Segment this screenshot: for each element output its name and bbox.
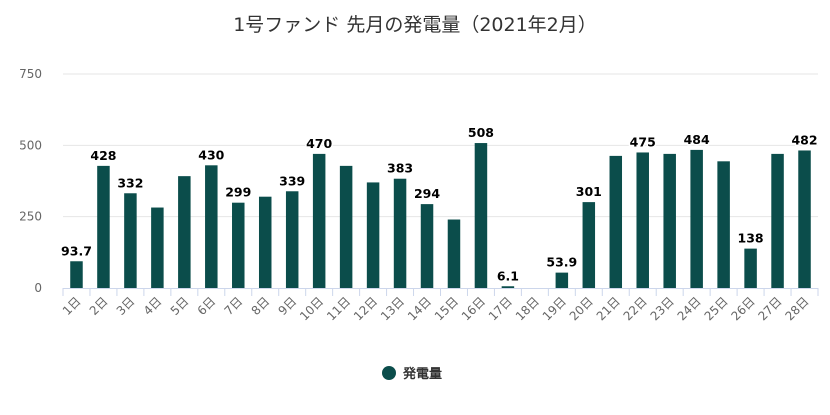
bar[interactable] xyxy=(663,153,676,288)
data-label: 6.1 xyxy=(497,268,519,283)
bar[interactable] xyxy=(420,204,434,288)
x-tick-label: 15日 xyxy=(432,294,461,323)
x-tick-label: 18日 xyxy=(513,294,542,323)
bar[interactable] xyxy=(447,219,461,288)
bars xyxy=(70,143,811,288)
data-label: 294 xyxy=(414,186,440,201)
x-tick-label: 9日 xyxy=(276,294,300,318)
bar[interactable] xyxy=(771,153,784,288)
x-tick-label: 11日 xyxy=(324,294,353,323)
data-label: 53.9 xyxy=(546,255,577,270)
x-tick-label: 25日 xyxy=(702,294,731,323)
bar[interactable] xyxy=(609,155,623,288)
bar[interactable] xyxy=(285,191,299,288)
x-tick-label: 22日 xyxy=(621,294,650,323)
data-label: 332 xyxy=(117,175,143,190)
data-label: 383 xyxy=(387,161,413,176)
data-label: 138 xyxy=(738,231,764,246)
bar[interactable] xyxy=(474,143,488,288)
y-tick-label: 250 xyxy=(19,210,42,224)
x-tick-label: 27日 xyxy=(755,294,784,323)
legend-label[interactable]: 発電量 xyxy=(402,366,442,382)
bar[interactable] xyxy=(690,149,703,288)
x-tick-label: 20日 xyxy=(567,294,596,323)
x-tick-label: 8日 xyxy=(249,294,273,318)
chart-title: 1号ファンド 先月の発電量（2021年2月） xyxy=(233,14,597,36)
bar[interactable] xyxy=(555,272,569,288)
x-tick-label: 2日 xyxy=(87,294,111,318)
bar[interactable] xyxy=(798,150,811,288)
data-label: 484 xyxy=(684,132,710,147)
y-tick-label: 0 xyxy=(34,281,42,295)
bar[interactable] xyxy=(339,165,353,288)
data-label: 470 xyxy=(306,136,332,151)
data-label: 428 xyxy=(90,148,116,163)
data-label: 339 xyxy=(279,173,305,188)
x-tick-label: 24日 xyxy=(675,294,704,323)
x-tick-label: 13日 xyxy=(378,294,407,323)
data-label: 482 xyxy=(791,132,817,147)
bar[interactable] xyxy=(151,207,164,288)
bar[interactable] xyxy=(258,196,272,288)
bar[interactable] xyxy=(744,248,757,288)
x-tick-label: 28日 xyxy=(782,294,811,323)
data-label: 475 xyxy=(630,134,656,149)
x-tick-label: 26日 xyxy=(729,294,758,323)
x-tick-label: 5日 xyxy=(168,294,192,318)
bar[interactable] xyxy=(501,286,515,288)
x-tick-label: 21日 xyxy=(594,294,623,323)
bar[interactable] xyxy=(205,165,218,288)
data-label: 430 xyxy=(198,147,224,162)
data-label: 508 xyxy=(468,125,494,140)
bar[interactable] xyxy=(393,178,407,288)
x-tick-label: 4日 xyxy=(141,294,165,318)
x-tick-label: 1日 xyxy=(60,294,84,318)
y-tick-label: 750 xyxy=(19,67,42,81)
legend-marker[interactable] xyxy=(382,366,396,380)
bar[interactable] xyxy=(717,161,730,288)
x-tick-label: 3日 xyxy=(114,294,138,318)
bar[interactable] xyxy=(636,152,649,288)
bar[interactable] xyxy=(312,153,326,288)
x-axis: 1日 2日 3日 4日 5日 6日 7日 8日 9日10日11日12日13日14日15日16日1… xyxy=(60,288,819,323)
bar[interactable] xyxy=(582,202,596,288)
x-tick-label: 12日 xyxy=(351,294,380,323)
x-tick-label: 17日 xyxy=(486,294,515,323)
bar[interactable] xyxy=(366,182,380,288)
x-tick-label: 6日 xyxy=(195,294,219,318)
bar[interactable] xyxy=(124,193,137,288)
bar[interactable] xyxy=(178,176,191,288)
bar[interactable] xyxy=(97,165,110,288)
x-tick-label: 7日 xyxy=(222,294,246,318)
x-tick-label: 19日 xyxy=(540,294,569,323)
data-label: 301 xyxy=(576,184,602,199)
y-axis-ticks: 0 250 500 750 xyxy=(19,67,42,295)
bar[interactable] xyxy=(70,261,83,288)
x-tick-label: 10日 xyxy=(297,294,326,323)
data-label: 299 xyxy=(225,185,251,200)
x-tick-label: 16日 xyxy=(459,294,488,323)
y-tick-label: 500 xyxy=(19,138,42,152)
x-tick-label: 14日 xyxy=(405,294,434,323)
legend[interactable]: 発電量 xyxy=(382,366,442,382)
bar[interactable] xyxy=(232,202,245,288)
data-label: 93.7 xyxy=(61,243,92,258)
x-tick-label: 23日 xyxy=(648,294,677,323)
